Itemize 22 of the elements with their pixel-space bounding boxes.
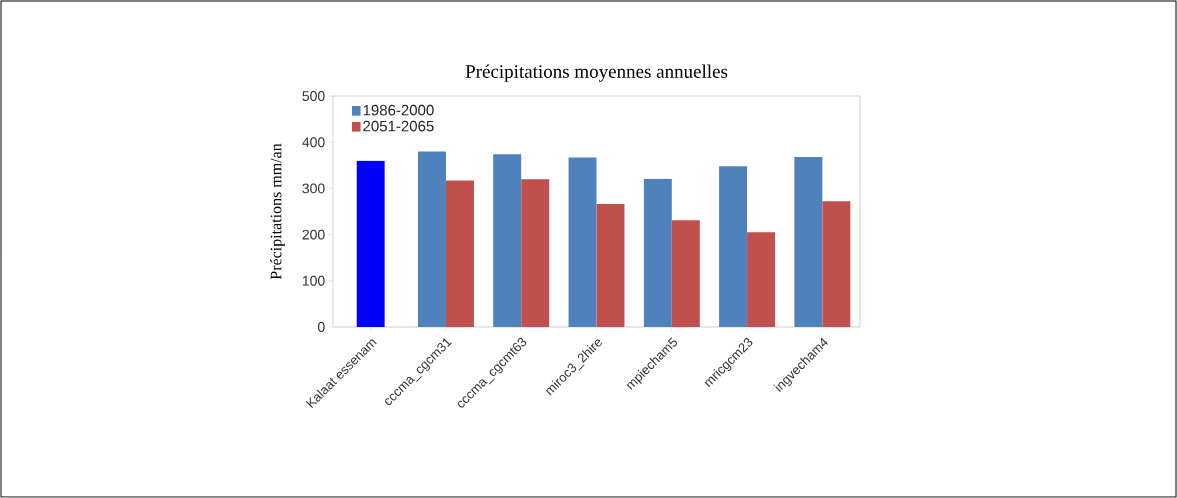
bar bbox=[747, 232, 776, 327]
chart-title: Précipitations moyennes annuelles bbox=[465, 64, 728, 82]
y-axis-title: Précipitations mm/an bbox=[270, 143, 285, 280]
bar bbox=[643, 178, 672, 327]
bar bbox=[719, 166, 748, 327]
legend-label: 2051-2065 bbox=[363, 120, 434, 132]
legend-label: 1986-2000 bbox=[363, 104, 434, 116]
bar bbox=[596, 204, 625, 327]
bar bbox=[493, 154, 522, 327]
bar bbox=[794, 156, 823, 327]
bar bbox=[445, 180, 474, 327]
bar bbox=[568, 157, 597, 327]
y-tick-label: 0 bbox=[317, 322, 325, 332]
bar bbox=[417, 151, 446, 327]
bar bbox=[822, 201, 851, 327]
bar bbox=[521, 179, 550, 327]
y-tick-label: 100 bbox=[302, 275, 325, 286]
y-tick-label: 200 bbox=[302, 229, 325, 240]
y-tick-label: 400 bbox=[302, 137, 325, 148]
y-tick-label: 300 bbox=[302, 183, 325, 194]
y-tick-label: 500 bbox=[302, 91, 325, 101]
bar bbox=[671, 220, 700, 327]
